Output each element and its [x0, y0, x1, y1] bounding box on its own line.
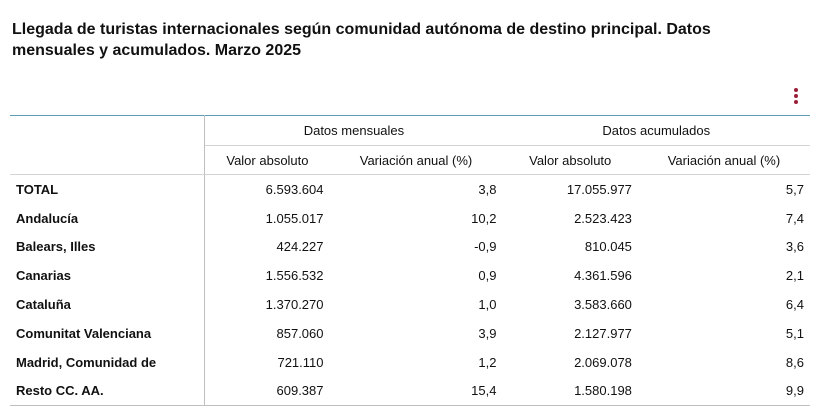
page-title: Llegada de turistas internacionales segú…	[12, 21, 711, 59]
monthly-absolute-cell: 857.060	[276, 325, 324, 341]
monthly-variation-cell: 3,9	[478, 325, 497, 341]
column-header-monthly-absolute: Valor absoluto	[204, 145, 330, 175]
group-header-row: Datos mensuales Datos acumulados	[10, 115, 810, 175]
table-row: Andalucía 1.055.017 10,2 2.523.423 7,4	[10, 203, 810, 233]
cumulative-absolute-cell: 3.583.660	[574, 297, 632, 313]
cumulative-absolute-cell: 2.069.078	[574, 354, 632, 370]
monthly-variation-cell: -0,9	[474, 239, 497, 255]
cumulative-variation-cell: 7,4	[785, 210, 804, 226]
column-header-monthly-variation: Variación anual (%)	[329, 145, 503, 175]
monthly-absolute-cell: 424.227	[276, 239, 324, 255]
tourist-arrivals-table: Datos mensuales Datos acumulados Valor a…	[10, 115, 810, 407]
row-label: Cataluña	[10, 290, 206, 319]
group-header-cumulative: Datos acumulados	[502, 115, 810, 146]
table-corner	[10, 115, 206, 175]
cumulative-absolute-cell: 2.127.977	[574, 325, 632, 341]
row-label: Balears, Illes	[10, 232, 206, 262]
vertical-dots-icon[interactable]	[792, 88, 800, 106]
cumulative-absolute-cell: 1.580.198	[502, 376, 638, 407]
cumulative-absolute-cell: 2.523.423	[574, 210, 632, 226]
cumulative-variation-cell: 2,1	[785, 268, 804, 284]
table-row: Cataluña 1.370.270 1,0 3.583.660 6,4	[10, 290, 810, 319]
row-label: TOTAL	[10, 174, 206, 204]
monthly-variation-cell: 10,2	[471, 210, 497, 226]
cumulative-absolute-cell: 17.055.977	[566, 181, 632, 197]
table-body: TOTAL 6.593.604 3,8 17.055.977 5,7 Andal…	[10, 174, 810, 407]
cumulative-variation-cell: 8,6	[785, 354, 804, 370]
monthly-absolute-cell: 721.110	[277, 354, 324, 370]
cumulative-variation-cell: 9,9	[637, 376, 810, 407]
row-label: Resto CC. AA.	[10, 376, 206, 407]
cumulative-variation-cell: 6,4	[785, 297, 804, 313]
monthly-absolute-cell: 6.593.604	[265, 181, 324, 197]
menu-dot	[794, 88, 798, 92]
row-label: Comunitat Valenciana	[10, 318, 206, 348]
monthly-absolute-cell: 1.370.270	[265, 297, 324, 313]
cumulative-variation-cell: 3,6	[785, 239, 804, 255]
cumulative-absolute-cell: 810.045	[584, 239, 632, 255]
table-row: TOTAL 6.593.604 3,8 17.055.977 5,7	[10, 174, 810, 204]
monthly-variation-cell: 1,2	[478, 354, 497, 370]
menu-dot	[794, 94, 798, 98]
row-label: Madrid, Comunidad de	[10, 347, 206, 377]
menu-dot	[794, 100, 798, 104]
group-header-monthly: Datos mensuales	[204, 115, 503, 146]
monthly-variation-cell: 0,9	[478, 268, 497, 284]
cumulative-variation-cell: 5,7	[785, 181, 804, 197]
table-row: Balears, Illes 424.227 -0,9 810.045 3,6	[10, 232, 810, 262]
table-row: Canarias 1.556.532 0,9 4.361.596 2,1	[10, 261, 810, 291]
monthly-absolute-cell: 609.387	[204, 376, 330, 407]
column-header-cumulative-variation: Variación anual (%)	[637, 145, 810, 175]
monthly-variation-cell: 3,8	[478, 181, 497, 197]
table-row: Madrid, Comunidad de 721.110 1,2 2.069.0…	[10, 347, 810, 377]
monthly-absolute-cell: 1.556.532	[265, 268, 324, 284]
sub-header-row: Valor absoluto Variación anual (%) Valor…	[10, 145, 810, 175]
row-label: Canarias	[10, 261, 206, 291]
monthly-absolute-cell: 1.055.017	[265, 210, 324, 226]
column-header-cumulative-absolute: Valor absoluto	[502, 145, 638, 175]
table-row: Comunitat Valenciana 857.060 3,9 2.127.9…	[10, 318, 810, 348]
monthly-variation-cell: 1,0	[478, 297, 497, 313]
cumulative-absolute-cell: 4.361.596	[574, 268, 632, 284]
row-label: Andalucía	[10, 203, 206, 233]
monthly-variation-cell: 15,4	[329, 376, 503, 407]
cumulative-variation-cell: 5,1	[785, 325, 804, 341]
table-row: Resto CC. AA. 609.387 15,4 1.580.198 9,9	[10, 376, 810, 407]
